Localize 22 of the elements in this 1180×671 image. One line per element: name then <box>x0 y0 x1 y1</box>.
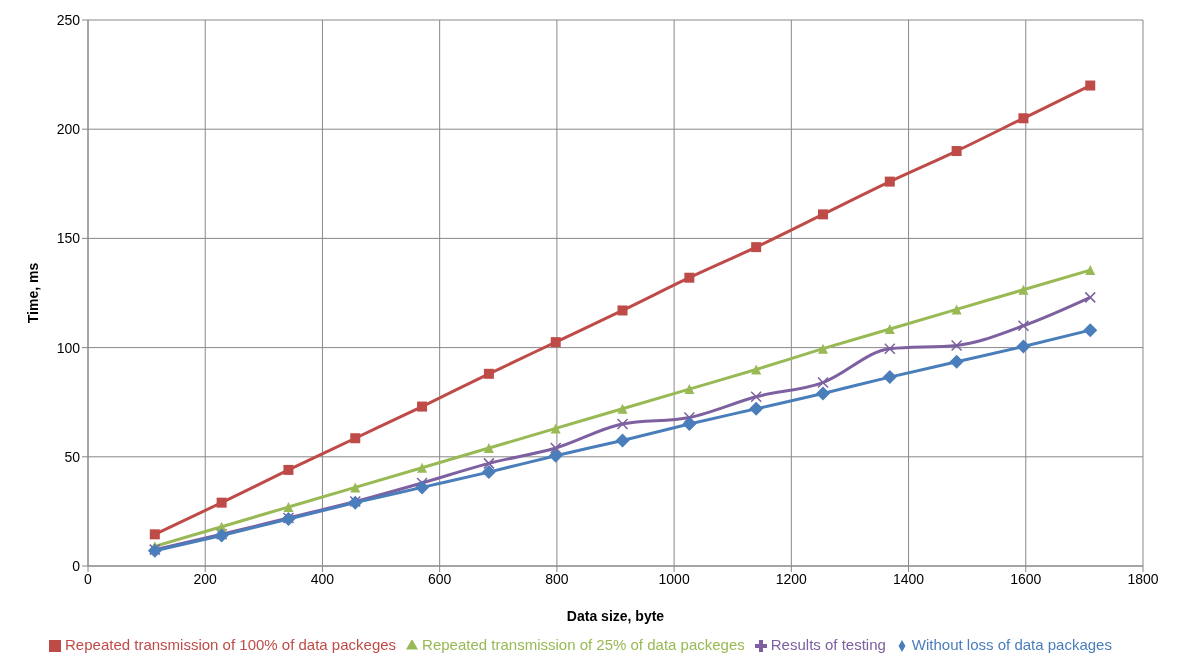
legend-label: Repeated transmission of 25% of data packeges <box>422 636 745 653</box>
x-tick-label: 1200 <box>775 570 808 587</box>
legend-label: Results of testing <box>770 636 886 653</box>
x-tick-label: 1800 <box>1127 570 1159 587</box>
x-tick-label: 0 <box>84 570 93 587</box>
x-tick-label: 200 <box>193 570 218 587</box>
x-tick-label: 1400 <box>892 570 925 587</box>
y-tick-label: 100 <box>56 339 81 356</box>
y-tick-label: 200 <box>56 121 81 138</box>
y-tick-label: 150 <box>56 230 81 247</box>
x-tick-label: 800 <box>545 570 569 587</box>
x-tick-label: 1600 <box>1010 570 1042 587</box>
legend-label: Without loss of data packages <box>911 636 1112 653</box>
x-tick-label: 600 <box>427 570 452 587</box>
x-tick-label: 1000 <box>658 570 690 587</box>
y-axis-title: Time, ms <box>24 262 41 324</box>
y-tick-label: 250 <box>56 11 81 28</box>
x-tick-label: 400 <box>310 570 335 587</box>
y-tick-label: 0 <box>72 557 81 574</box>
x-axis-title: Data size, byte <box>566 608 665 624</box>
y-tick-label: 50 <box>64 448 81 465</box>
legend-label: Repeated transmission of 100% of data packeges <box>65 636 397 653</box>
